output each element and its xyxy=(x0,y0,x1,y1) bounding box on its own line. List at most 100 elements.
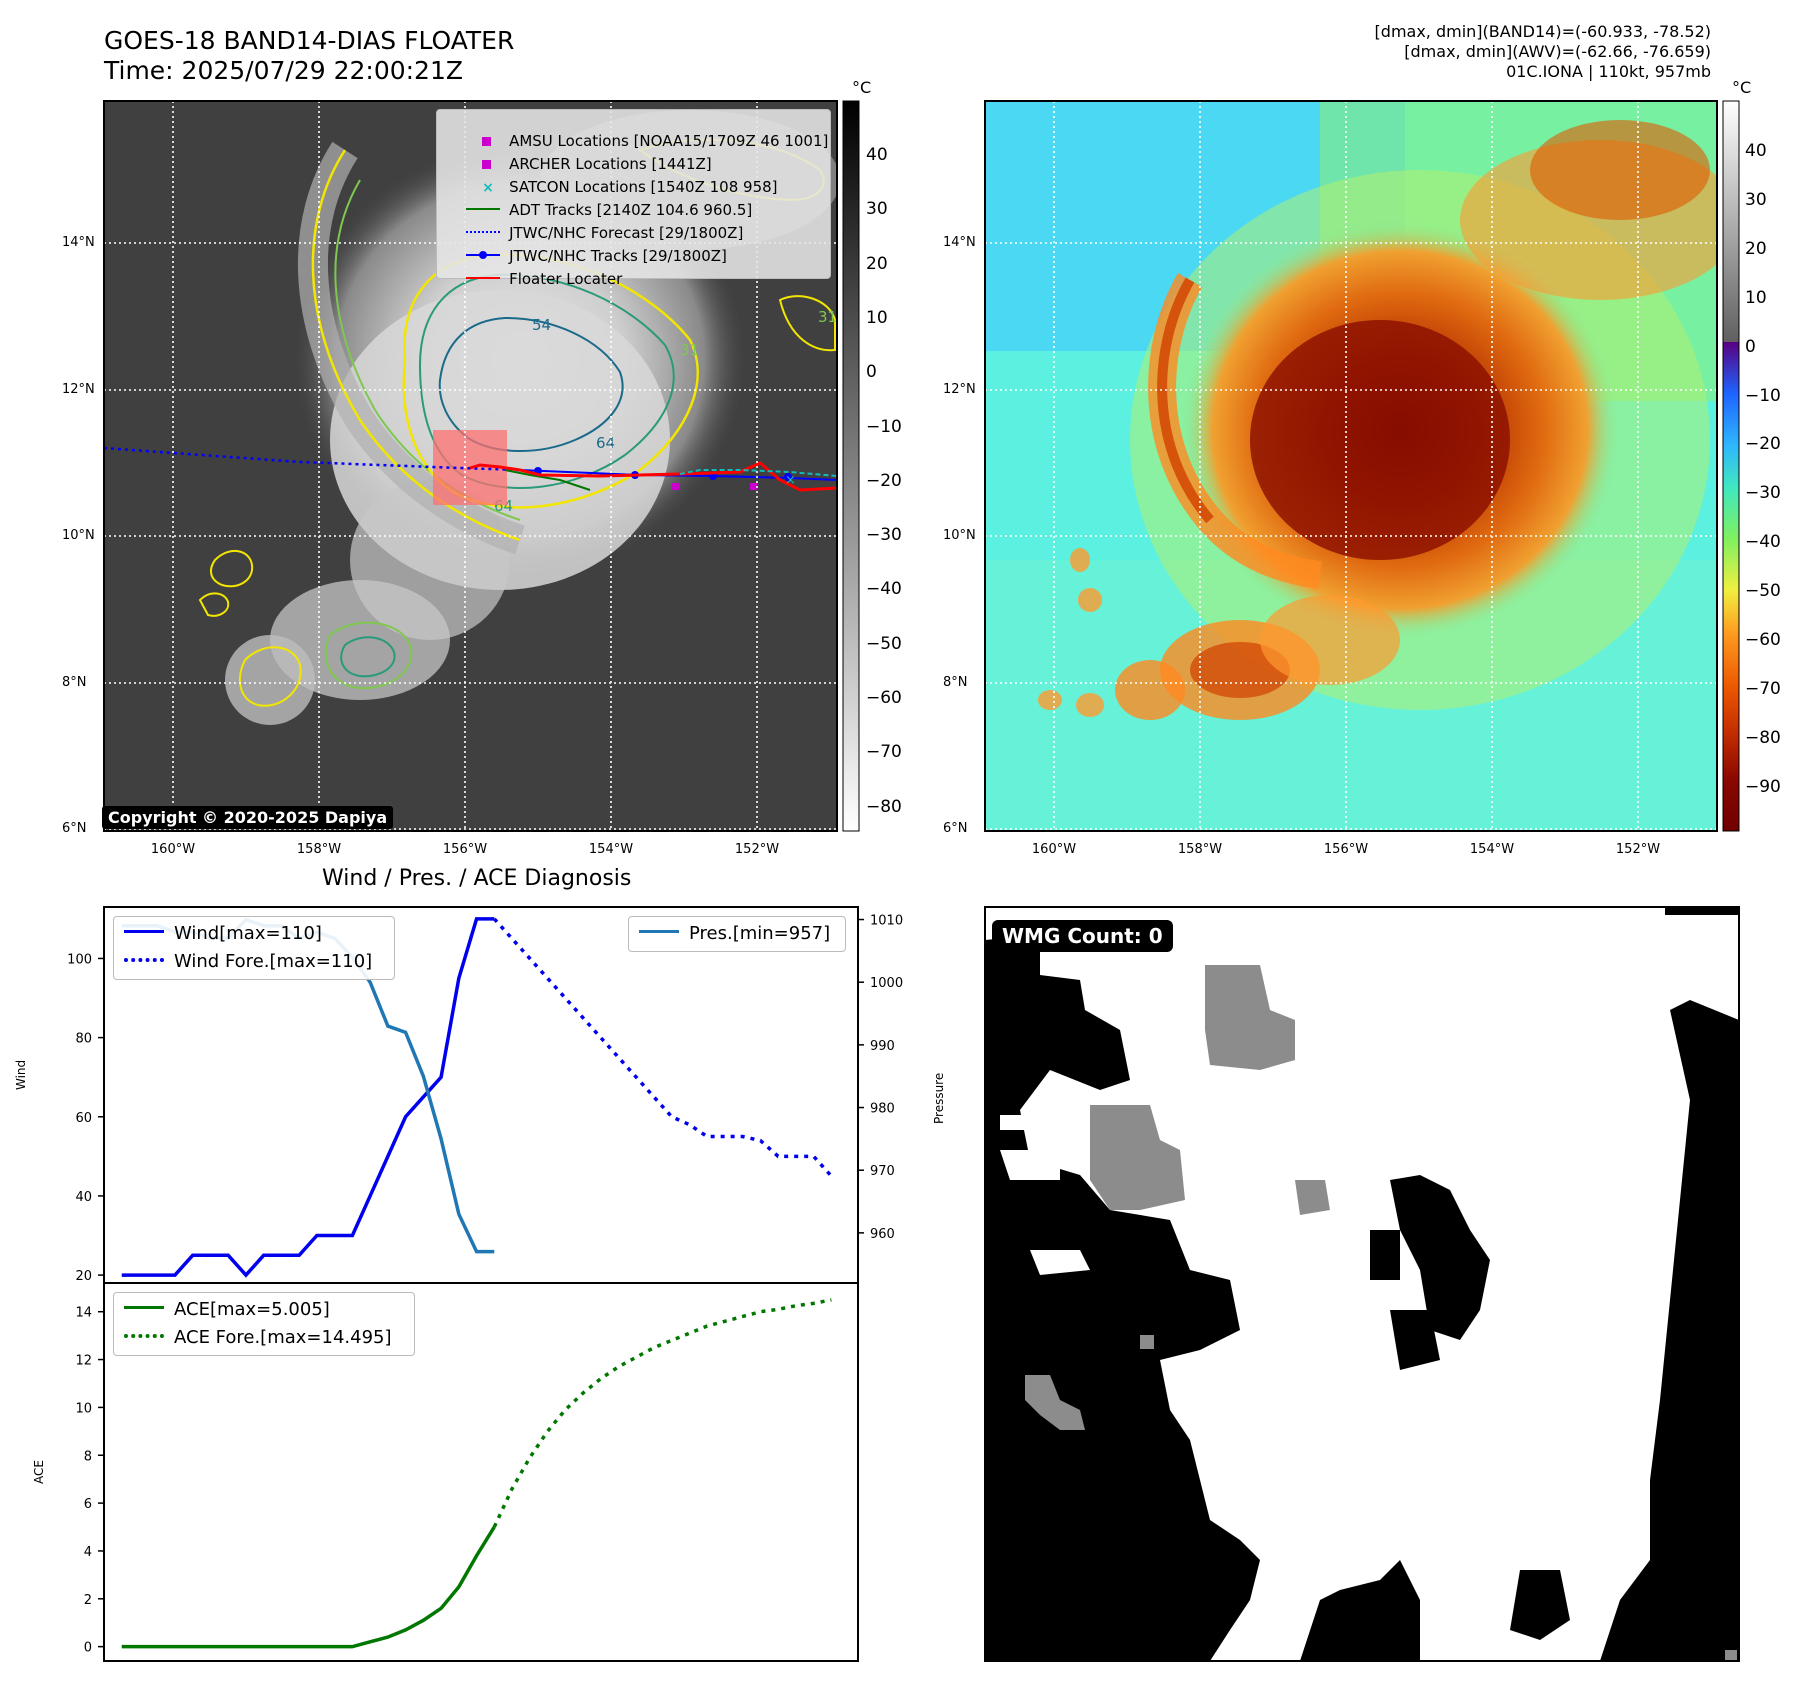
lon-tick-label: 154°W xyxy=(588,842,634,857)
lon-tick-label: 158°W xyxy=(296,842,342,857)
colorbar-tick-label: 30 xyxy=(1745,189,1767,210)
satcon-track xyxy=(679,469,837,477)
colorbar-tick-label: 40 xyxy=(1745,141,1767,161)
colorbar-tick-label: −10 xyxy=(866,416,902,437)
colorbar-tick-label: 30 xyxy=(866,199,888,220)
lon-tick-label: 160°W xyxy=(150,842,196,857)
dotted-line-icon xyxy=(466,230,501,233)
colorbar-tick-label: −20 xyxy=(1745,434,1781,455)
lat-tick-label: 14°N xyxy=(62,235,95,250)
ace-legend: ACE[max=5.005] ACE Fore.[max=14.495] xyxy=(113,1292,415,1356)
legend-label: Wind Fore.[max=110] xyxy=(174,951,373,972)
ace-tick-label: 0 xyxy=(84,1641,92,1656)
square-marker-icon xyxy=(482,160,492,169)
line-dot-icon xyxy=(466,250,501,259)
lat-tick-label: 12°N xyxy=(943,382,976,397)
colorbar-tick-label: 20 xyxy=(1745,238,1767,259)
legend-item-ace: ACE[max=5.005] xyxy=(124,1299,330,1320)
colorbar-tick-label: −80 xyxy=(866,796,902,817)
ir-map-frame xyxy=(103,100,838,832)
legend-label: Pres.[min=957] xyxy=(689,923,831,944)
figure-title: GOES-18 BAND14-DIAS FLOATER Time: 2025/07… xyxy=(104,26,514,86)
colorbar-tick-label: −50 xyxy=(1745,581,1781,602)
archer-marker xyxy=(750,483,757,490)
title-line-2: Time: 2025/07/29 22:00:21Z xyxy=(104,56,463,85)
legend-item-satcon: × SATCON Locations [1540Z 108 958] xyxy=(447,160,777,214)
lat-tick-label: 10°N xyxy=(62,528,95,543)
colorbar-tick-label: 10 xyxy=(866,307,888,328)
legend-item-wind: Wind[max=110] xyxy=(124,923,322,944)
contour-label: 54 xyxy=(532,316,551,334)
lon-tick-label: 160°W xyxy=(1031,842,1077,857)
storm-info: [dmax, dmin](BAND14)=(-60.933, -78.52) [… xyxy=(1375,22,1711,82)
wmg-frame xyxy=(984,906,1740,1662)
legend-label: Wind[max=110] xyxy=(174,923,322,944)
contour-label: 64 xyxy=(596,434,615,452)
colorbar-tick-label: 0 xyxy=(1745,336,1756,357)
pressure-legend: Pres.[min=957] xyxy=(628,916,846,952)
wind-tick-label: 80 xyxy=(75,1032,92,1047)
legend-label: ACE Fore.[max=14.495] xyxy=(174,1327,392,1348)
lat-tick-label: 14°N xyxy=(943,235,976,250)
colorbar-tick-label: 10 xyxy=(1745,287,1767,308)
awv-map xyxy=(984,100,1718,832)
solid-line-icon xyxy=(466,207,501,210)
colorbar-tick-label: −70 xyxy=(866,742,902,763)
ace-tick-label: 10 xyxy=(75,1401,92,1416)
title-line-1: GOES-18 BAND14-DIAS FLOATER xyxy=(104,26,515,55)
gray-colorbar xyxy=(842,100,860,832)
ace-tick-label: 8 xyxy=(84,1449,92,1464)
colorbar-tick-label: −10 xyxy=(1745,385,1781,406)
wind-tick-label: 20 xyxy=(75,1269,92,1284)
pressure-tick-label: 970 xyxy=(870,1164,895,1179)
copyright-badge: Copyright © 2020-2025 Dapiya xyxy=(102,806,394,829)
colorbar-tick-label: −40 xyxy=(1745,532,1781,553)
wind-axis-label: Wind xyxy=(14,1059,28,1090)
wind-tick-label: 40 xyxy=(75,1190,92,1205)
legend-label: Floater Locater xyxy=(509,270,623,288)
dotted-line-icon xyxy=(124,1333,164,1338)
legend-item-jtwc-forecast: JTWC/NHC Forecast [29/1800Z] xyxy=(447,206,743,260)
wind-forecast-series-line xyxy=(493,917,833,1178)
pressure-tick-label: 980 xyxy=(870,1102,895,1117)
wind-legend: Wind[max=110] Wind Fore.[max=110] xyxy=(113,916,395,980)
legend-item-ace-forecast: ACE Fore.[max=14.495] xyxy=(124,1327,392,1348)
wmg-panel xyxy=(984,906,1740,1662)
legend-label: JTWC/NHC Tracks [29/1800Z] xyxy=(509,247,727,265)
legend-item-floater: Floater Locater xyxy=(447,252,622,306)
info-awv-range: [dmax, dmin](AWV)=(-62.66, -76.659) xyxy=(1404,42,1711,61)
ace-chart: 0 2 4 6 8 10 12 14 xyxy=(75,1282,859,1662)
pressure-axis-label: Pressure xyxy=(932,1072,946,1124)
ir-map-legend: AMSU Locations [NOAA15/1709Z 46 1001] AR… xyxy=(436,109,831,288)
colorbar-tick-label: −30 xyxy=(1745,483,1781,504)
lon-tick-label: 156°W xyxy=(1323,842,1369,857)
pressure-tick-label: 1000 xyxy=(870,976,903,991)
legend-label: ARCHER Locations [1441Z] xyxy=(509,155,712,173)
lon-tick-label: 152°W xyxy=(734,842,780,857)
gray-colorbar-unit: °C xyxy=(852,78,872,97)
lon-tick-label: 156°W xyxy=(442,842,488,857)
wind-tick-label: 60 xyxy=(75,1111,92,1126)
x-marker-icon: × xyxy=(482,180,494,196)
wind-series-line xyxy=(121,917,495,1278)
awv-map-frame xyxy=(984,100,1718,832)
legend-label: JTWC/NHC Forecast [29/1800Z] xyxy=(509,224,744,242)
pressure-tick-label: 990 xyxy=(870,1039,895,1054)
info-storm-status: 01C.IONA | 110kt, 957mb xyxy=(1506,62,1711,81)
wmg-count-badge: WMG Count: 0 xyxy=(992,920,1173,952)
lat-tick-label: 8°N xyxy=(943,675,968,690)
ace-forecast-series-line xyxy=(492,1298,832,1528)
legend-label: AMSU Locations [NOAA15/1709Z 46 1001] xyxy=(509,132,829,150)
pressure-tick-label: 960 xyxy=(870,1227,895,1242)
lon-tick-label: 152°W xyxy=(1615,842,1661,857)
lat-tick-label: 8°N xyxy=(62,675,87,690)
colorbar-tick-label: −90 xyxy=(1745,776,1781,797)
wind-tick-label: 100 xyxy=(67,952,92,967)
ace-tick-label: 4 xyxy=(84,1545,92,1560)
lat-tick-label: 6°N xyxy=(943,821,968,836)
adt-track xyxy=(504,469,591,491)
lat-tick-label: 12°N xyxy=(62,382,95,397)
wmg-mask xyxy=(985,907,1739,1661)
colorbar-tick-label: −50 xyxy=(866,633,902,654)
